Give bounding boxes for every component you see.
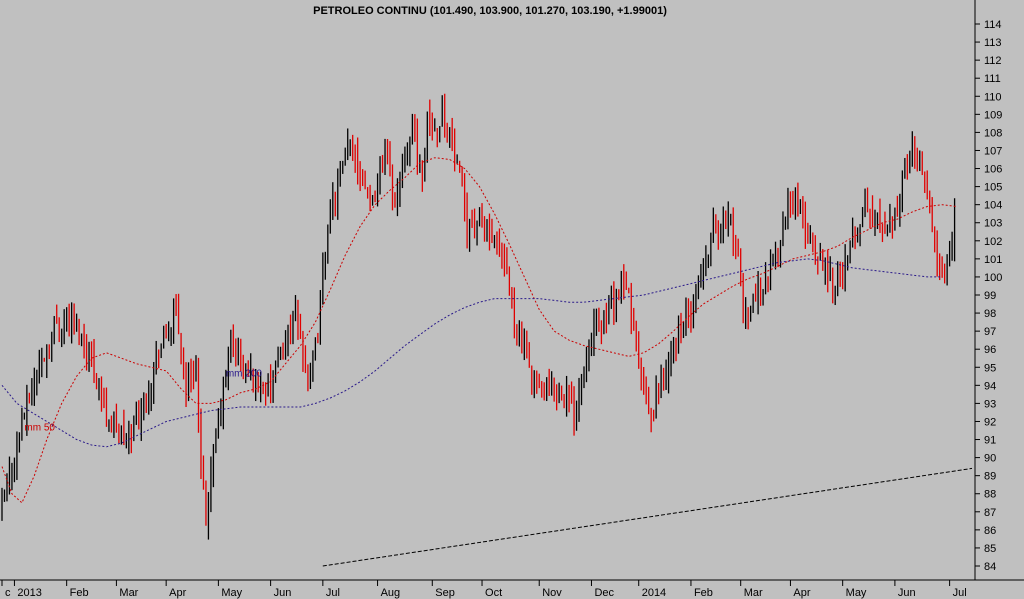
annotation-layer: mm 50 mm 200	[24, 368, 262, 433]
y-tick-label: 96	[984, 344, 996, 356]
y-tick-label: 107	[984, 145, 1002, 157]
y-tick-label: 110	[984, 91, 1002, 103]
chart-title: PETROLEO CONTINU (101.490, 103.900, 101.…	[313, 5, 667, 17]
y-tick-label: 88	[984, 489, 996, 501]
y-tick-label: 113	[984, 37, 1002, 49]
y-tick-label: 112	[984, 55, 1002, 67]
y-tick-label: 102	[984, 236, 1002, 248]
x-tick-label: Jul	[326, 587, 340, 599]
y-tick-label: 97	[984, 326, 996, 338]
y-tick-label: 92	[984, 416, 996, 428]
x-tick-label: Mar	[119, 587, 138, 599]
y-tick-label: 114	[984, 19, 1002, 31]
y-tick-label: 104	[984, 200, 1002, 212]
x-tick-label: Apr	[793, 587, 810, 599]
x-tick-label: Nov	[542, 587, 562, 599]
y-tick-label: 89	[984, 471, 996, 483]
mm50-label: mm 50	[24, 423, 55, 434]
y-tick-label: 94	[984, 380, 996, 392]
y-tick-label: 100	[984, 272, 1002, 284]
mm50-line	[1, 157, 958, 504]
x-tick-label: 2013	[17, 587, 41, 599]
x-tick-label: Dec	[594, 587, 614, 599]
x-tick-label: Apr	[169, 587, 186, 599]
x-tick-label: Jul	[953, 587, 967, 599]
x-tick-label: Feb	[694, 587, 713, 599]
y-tick-label: 90	[984, 453, 996, 465]
y-tick-label: 87	[984, 507, 996, 519]
x-tick-label: 2014	[642, 587, 666, 599]
mm200-line	[1, 258, 943, 448]
x-axis: c 2013 Feb Mar Apr May Jun Jul Aug Sep Oct Nov Dec 20…	[1, 580, 967, 599]
y-tick-label: 99	[984, 290, 996, 302]
y-axis: 84 85 86 87 88 89 90 91 92 93 94 95 96 97 98 99 100 101 10…	[975, 19, 1002, 573]
y-tick-label: 106	[984, 164, 1002, 176]
mm200-label: mm 200	[226, 368, 263, 379]
x-tick-label: Aug	[381, 587, 401, 599]
y-tick-label: 98	[984, 308, 996, 320]
y-tick-label: 108	[984, 127, 1002, 139]
y-tick-label: 91	[984, 435, 996, 447]
x-tick-label: Jun	[274, 587, 292, 599]
y-tick-label: 86	[984, 525, 996, 537]
y-tick-label: 111	[984, 73, 1001, 85]
trendline	[322, 467, 973, 567]
x-tick-label: May	[221, 587, 242, 599]
y-tick-label: 103	[984, 218, 1002, 230]
x-tick-label: May	[846, 587, 867, 599]
x-tick-label: Sep	[435, 587, 455, 599]
x-tick-label: c	[5, 587, 11, 599]
y-tick-label: 101	[984, 254, 1002, 266]
y-tick-label: 93	[984, 398, 996, 410]
x-tick-label: Mar	[744, 587, 763, 599]
y-tick-label: 84	[984, 561, 996, 573]
moving-average-layer	[1, 157, 958, 504]
y-tick-label: 95	[984, 362, 996, 374]
trendline-layer	[322, 467, 973, 567]
y-tick-label: 85	[984, 543, 996, 555]
price-layer	[1, 93, 956, 540]
y-tick-label: 105	[984, 182, 1002, 194]
x-tick-label: Feb	[70, 587, 89, 599]
y-tick-label: 109	[984, 109, 1002, 121]
x-tick-label: Oct	[485, 587, 502, 599]
x-tick-label: Jun	[898, 587, 916, 599]
